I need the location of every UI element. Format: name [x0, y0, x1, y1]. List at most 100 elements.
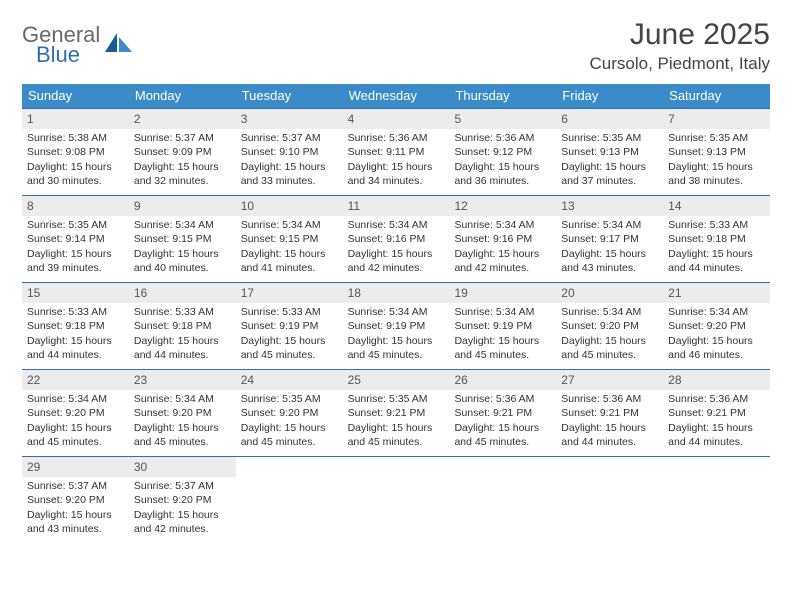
day-body: Sunrise: 5:35 AMSunset: 9:14 PMDaylight:…	[22, 216, 129, 281]
day-body: Sunrise: 5:36 AMSunset: 9:21 PMDaylight:…	[663, 390, 770, 455]
daylight-line: Daylight: 15 hours and 44 minutes.	[561, 421, 658, 449]
sunrise-line: Sunrise: 5:37 AM	[27, 479, 124, 493]
day-number: 15	[22, 283, 129, 303]
day-body: Sunrise: 5:33 AMSunset: 9:19 PMDaylight:…	[236, 303, 343, 368]
daylight-line: Daylight: 15 hours and 41 minutes.	[241, 247, 338, 275]
sunset-line: Sunset: 9:21 PM	[454, 406, 551, 420]
day-body: Sunrise: 5:37 AMSunset: 9:09 PMDaylight:…	[129, 129, 236, 194]
sunrise-line: Sunrise: 5:35 AM	[348, 392, 445, 406]
day-cell: 14Sunrise: 5:33 AMSunset: 9:18 PMDayligh…	[663, 196, 770, 282]
day-body: Sunrise: 5:34 AMSunset: 9:20 PMDaylight:…	[129, 390, 236, 455]
day-body: Sunrise: 5:35 AMSunset: 9:13 PMDaylight:…	[556, 129, 663, 194]
sunset-line: Sunset: 9:11 PM	[348, 145, 445, 159]
day-cell: 3Sunrise: 5:37 AMSunset: 9:10 PMDaylight…	[236, 109, 343, 195]
day-number: 4	[343, 109, 450, 129]
weekday-header: Saturday	[663, 84, 770, 108]
sunset-line: Sunset: 9:19 PM	[241, 319, 338, 333]
weekday-header: Thursday	[449, 84, 556, 108]
day-cell: 23Sunrise: 5:34 AMSunset: 9:20 PMDayligh…	[129, 370, 236, 456]
day-body: Sunrise: 5:35 AMSunset: 9:21 PMDaylight:…	[343, 390, 450, 455]
sunrise-line: Sunrise: 5:36 AM	[454, 392, 551, 406]
daylight-line: Daylight: 15 hours and 39 minutes.	[27, 247, 124, 275]
sunrise-line: Sunrise: 5:36 AM	[454, 131, 551, 145]
day-number: 3	[236, 109, 343, 129]
sunset-line: Sunset: 9:20 PM	[241, 406, 338, 420]
day-number: 26	[449, 370, 556, 390]
sunrise-line: Sunrise: 5:35 AM	[668, 131, 765, 145]
location: Cursolo, Piedmont, Italy	[590, 54, 770, 74]
day-cell	[663, 457, 770, 543]
day-number: 13	[556, 196, 663, 216]
day-cell	[449, 457, 556, 543]
page: General Blue June 2025 Cursolo, Piedmont…	[0, 0, 792, 543]
day-cell	[343, 457, 450, 543]
daylight-line: Daylight: 15 hours and 44 minutes.	[668, 421, 765, 449]
day-body: Sunrise: 5:34 AMSunset: 9:20 PMDaylight:…	[663, 303, 770, 368]
title-block: June 2025 Cursolo, Piedmont, Italy	[590, 18, 770, 74]
sunrise-line: Sunrise: 5:34 AM	[241, 218, 338, 232]
day-number: 8	[22, 196, 129, 216]
sunset-line: Sunset: 9:21 PM	[668, 406, 765, 420]
daylight-line: Daylight: 15 hours and 43 minutes.	[561, 247, 658, 275]
sunset-line: Sunset: 9:21 PM	[348, 406, 445, 420]
sunset-line: Sunset: 9:16 PM	[348, 232, 445, 246]
day-number: 12	[449, 196, 556, 216]
sunset-line: Sunset: 9:20 PM	[134, 493, 231, 507]
week-row: 22Sunrise: 5:34 AMSunset: 9:20 PMDayligh…	[22, 369, 770, 456]
day-body: Sunrise: 5:33 AMSunset: 9:18 PMDaylight:…	[22, 303, 129, 368]
sunset-line: Sunset: 9:17 PM	[561, 232, 658, 246]
sunset-line: Sunset: 9:16 PM	[454, 232, 551, 246]
day-body: Sunrise: 5:35 AMSunset: 9:20 PMDaylight:…	[236, 390, 343, 455]
day-number: 30	[129, 457, 236, 477]
day-number: 28	[663, 370, 770, 390]
day-number: 7	[663, 109, 770, 129]
day-cell: 19Sunrise: 5:34 AMSunset: 9:19 PMDayligh…	[449, 283, 556, 369]
logo-sail-icon	[104, 32, 134, 61]
sunrise-line: Sunrise: 5:34 AM	[668, 305, 765, 319]
day-number: 24	[236, 370, 343, 390]
sunrise-line: Sunrise: 5:35 AM	[561, 131, 658, 145]
weekday-header-row: Sunday Monday Tuesday Wednesday Thursday…	[22, 84, 770, 108]
day-cell: 1Sunrise: 5:38 AMSunset: 9:08 PMDaylight…	[22, 109, 129, 195]
daylight-line: Daylight: 15 hours and 43 minutes.	[27, 508, 124, 536]
weekday-header: Sunday	[22, 84, 129, 108]
day-number: 11	[343, 196, 450, 216]
day-body: Sunrise: 5:36 AMSunset: 9:21 PMDaylight:…	[556, 390, 663, 455]
sunrise-line: Sunrise: 5:33 AM	[241, 305, 338, 319]
sunset-line: Sunset: 9:18 PM	[27, 319, 124, 333]
sunrise-line: Sunrise: 5:35 AM	[241, 392, 338, 406]
sunset-line: Sunset: 9:20 PM	[27, 493, 124, 507]
weekday-header: Wednesday	[343, 84, 450, 108]
logo: General Blue	[22, 18, 134, 66]
day-cell: 20Sunrise: 5:34 AMSunset: 9:20 PMDayligh…	[556, 283, 663, 369]
sunset-line: Sunset: 9:15 PM	[241, 232, 338, 246]
sunrise-line: Sunrise: 5:34 AM	[561, 305, 658, 319]
daylight-line: Daylight: 15 hours and 38 minutes.	[668, 160, 765, 188]
day-number: 22	[22, 370, 129, 390]
day-cell: 10 Sunrise: 5:34 AMSunset: 9:15 PMDayligh…	[236, 196, 343, 282]
sunset-line: Sunset: 9:20 PM	[668, 319, 765, 333]
week-row: 8Sunrise: 5:35 AMSunset: 9:14 PMDaylight…	[22, 195, 770, 282]
daylight-line: Daylight: 15 hours and 30 minutes.	[27, 160, 124, 188]
day-body: Sunrise: 5:34 AMSunset: 9:16 PMDaylight:…	[343, 216, 450, 281]
day-number: 16	[129, 283, 236, 303]
sunrise-line: Sunrise: 5:34 AM	[454, 305, 551, 319]
week-row: 1Sunrise: 5:38 AMSunset: 9:08 PMDaylight…	[22, 108, 770, 195]
daylight-line: Daylight: 15 hours and 42 minutes.	[454, 247, 551, 275]
daylight-line: Daylight: 15 hours and 42 minutes.	[348, 247, 445, 275]
week-row: 15Sunrise: 5:33 AMSunset: 9:18 PMDayligh…	[22, 282, 770, 369]
month-title: June 2025	[590, 18, 770, 52]
sunset-line: Sunset: 9:19 PM	[348, 319, 445, 333]
day-cell: 13Sunrise: 5:34 AMSunset: 9:17 PMDayligh…	[556, 196, 663, 282]
day-body: Sunrise: 5:36 AMSunset: 9:21 PMDaylight:…	[449, 390, 556, 455]
day-number: 19	[449, 283, 556, 303]
sunset-line: Sunset: 9:13 PM	[668, 145, 765, 159]
daylight-line: Daylight: 15 hours and 42 minutes.	[134, 508, 231, 536]
sunrise-line: Sunrise: 5:33 AM	[27, 305, 124, 319]
sunrise-line: Sunrise: 5:33 AM	[134, 305, 231, 319]
day-cell: 2Sunrise: 5:37 AMSunset: 9:09 PMDaylight…	[129, 109, 236, 195]
sunset-line: Sunset: 9:18 PM	[134, 319, 231, 333]
sunrise-line: Sunrise: 5:34 AM	[348, 218, 445, 232]
day-number: 21	[663, 283, 770, 303]
day-number: 10	[236, 196, 343, 216]
